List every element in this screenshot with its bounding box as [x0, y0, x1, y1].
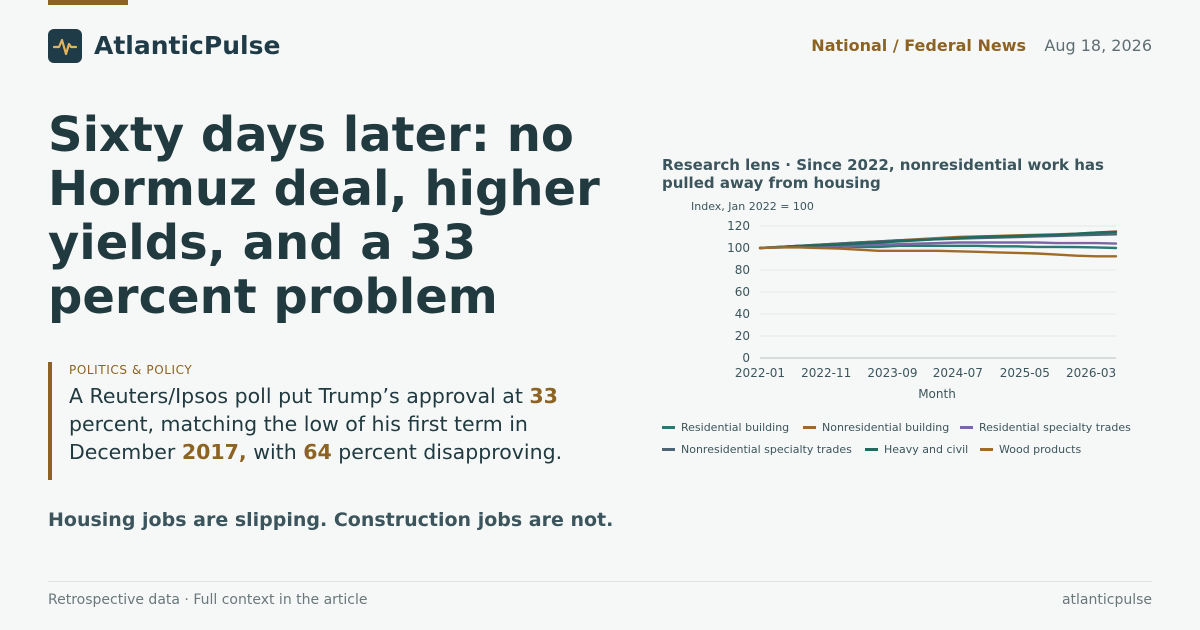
series-line	[758, 230, 1118, 250]
legend-label: Wood products	[999, 443, 1082, 456]
subheadline: Housing jobs are slipping. Construction …	[48, 509, 614, 531]
legend-item: Nonresidential building	[803, 421, 949, 435]
section-link[interactable]: National / Federal News	[811, 36, 1026, 55]
legend-item: Nonresidential specialty trades	[662, 443, 852, 457]
y-tick-label: 60	[735, 285, 750, 299]
highlighted-number: 64	[303, 440, 332, 464]
highlighted-number: 33	[529, 384, 558, 408]
x-tick-label: 2022-01	[735, 366, 785, 380]
legend-swatch	[803, 425, 816, 429]
legend-swatch	[960, 425, 973, 429]
legend-swatch	[662, 447, 675, 451]
y-axis-label: Index, Jan 2022 = 100	[691, 200, 814, 213]
y-tick-label: 100	[727, 241, 750, 255]
legend-item: Wood products	[980, 443, 1081, 457]
x-tick-label: 2026-03	[1066, 366, 1116, 380]
top-accent-bar	[48, 0, 128, 5]
legend-item: Residential building	[662, 421, 789, 435]
legend-label: Nonresidential specialty trades	[681, 443, 852, 456]
y-tick-label: 40	[735, 307, 750, 321]
legend-swatch	[980, 447, 993, 451]
chart-title: Research lens · Since 2022, nonresidenti…	[662, 156, 1104, 192]
legend-item: Residential specialty trades	[960, 421, 1131, 435]
brand-name[interactable]: AtlanticPulse	[94, 31, 281, 60]
publish-date: Aug 18, 2026	[1044, 36, 1152, 55]
series-line	[758, 246, 1118, 258]
y-tick-label: 120	[727, 219, 750, 233]
footer-divider	[48, 581, 1152, 582]
x-tick-label: 2024-07	[933, 366, 983, 380]
legend-item: Heavy and civil	[865, 443, 968, 457]
y-tick-label: 80	[735, 263, 750, 277]
legend-label: Residential building	[681, 421, 790, 434]
pull-quote: POLITICS & POLICY A Reuters/Ipsos poll p…	[48, 362, 622, 480]
quote-text: A Reuters/Ipsos poll put Trump’s approva…	[69, 382, 629, 466]
legend-swatch	[662, 425, 675, 429]
headline: Sixty days later: no Hormuz deal, higher…	[48, 107, 600, 325]
footer-note: Retrospective data · Full context in the…	[48, 592, 368, 608]
category-kicker: POLITICS & POLICY	[69, 363, 193, 377]
quote-segment: percent, matching the low of his first t…	[69, 412, 528, 464]
legend-swatch	[865, 447, 878, 451]
y-tick-label: 20	[735, 329, 750, 343]
quote-segment: percent disapproving.	[331, 440, 563, 464]
x-tick-label: 2022-11	[801, 366, 851, 380]
pulse-logo-icon[interactable]	[48, 29, 82, 63]
quote-segment: A Reuters/Ipsos poll put Trump’s approva…	[69, 384, 530, 408]
x-axis-label: Month	[918, 387, 956, 401]
footer-site-name[interactable]: atlanticpulse	[1061, 592, 1152, 608]
legend-label: Heavy and civil	[884, 443, 969, 456]
legend-label: Residential specialty trades	[979, 421, 1131, 434]
x-tick-label: 2025-05	[1000, 366, 1050, 380]
highlighted-number: 2017,	[181, 440, 247, 464]
x-tick-label: 2023-09	[867, 366, 917, 380]
quote-segment: with	[246, 440, 304, 464]
legend-label: Nonresidential building	[822, 421, 950, 434]
y-tick-label: 0	[742, 351, 750, 365]
